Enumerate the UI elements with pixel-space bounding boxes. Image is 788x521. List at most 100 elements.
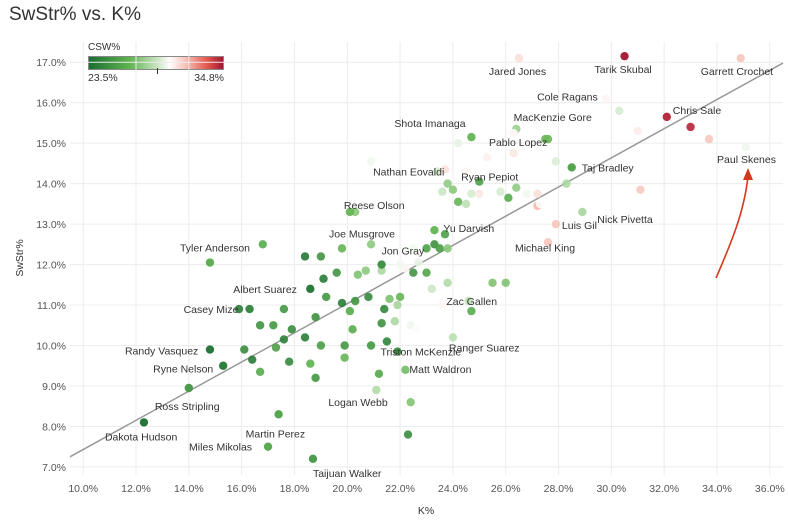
point-label: Tarik Skubal bbox=[595, 64, 652, 76]
point-label: Triston McKenzie bbox=[380, 347, 461, 359]
scatter-point-labeled bbox=[245, 304, 254, 314]
scatter-point bbox=[409, 244, 418, 253]
scatter-point bbox=[284, 357, 294, 366]
color-legend: CSW% 23.5% 34.8% bbox=[88, 42, 224, 84]
scatter-point bbox=[467, 306, 476, 316]
scatter-point-labeled bbox=[514, 53, 524, 63]
x-tick-label: 36.0% bbox=[755, 483, 785, 495]
scatter-point bbox=[443, 179, 452, 188]
scatter-point-labeled bbox=[306, 284, 315, 294]
scatter-point-labeled bbox=[509, 128, 518, 138]
scatter-point bbox=[453, 138, 463, 148]
scatter-point-labeled bbox=[543, 238, 553, 247]
scatter-point bbox=[240, 345, 249, 354]
scatter-point bbox=[300, 252, 310, 261]
scatter-point bbox=[385, 294, 394, 304]
point-label: Michael King bbox=[515, 242, 575, 254]
scatter-point bbox=[279, 304, 289, 314]
scatter-point bbox=[337, 244, 347, 253]
scatter-point-labeled bbox=[620, 51, 629, 61]
scatter-point bbox=[271, 343, 281, 352]
scatter-point bbox=[340, 341, 349, 350]
scatter-point-labeled bbox=[601, 94, 611, 103]
scatter-point bbox=[345, 306, 355, 316]
point-label: Tyler Anderson bbox=[180, 243, 250, 255]
scatter-point bbox=[443, 244, 452, 253]
legend-title: CSW% bbox=[88, 42, 121, 53]
scatter-point bbox=[306, 359, 315, 368]
scatter-point bbox=[287, 325, 297, 334]
y-tick-label: 7.0% bbox=[42, 462, 66, 474]
x-tick-label: 16.0% bbox=[227, 483, 257, 495]
scatter-point bbox=[704, 134, 714, 144]
scatter-point bbox=[316, 252, 326, 261]
point-label: Cole Ragans bbox=[537, 92, 598, 104]
scatter-point-labeled bbox=[736, 53, 745, 63]
x-tick-label: 32.0% bbox=[649, 483, 679, 495]
scatter-point bbox=[461, 199, 471, 209]
y-tick-label: 13.0% bbox=[36, 219, 66, 231]
scatter-point bbox=[353, 270, 363, 279]
point-label: Albert Suarez bbox=[233, 284, 297, 296]
scatter-point bbox=[475, 177, 484, 186]
scatter-point-labeled bbox=[430, 225, 439, 235]
scatter-point bbox=[509, 149, 518, 158]
scatter-point-labeled bbox=[366, 240, 376, 249]
scatter-point-labeled bbox=[543, 134, 553, 144]
scatter-point bbox=[279, 335, 289, 344]
scatter-point bbox=[337, 298, 347, 308]
scatter-point bbox=[364, 292, 373, 302]
scatter-point bbox=[512, 183, 521, 192]
scatter-point bbox=[234, 304, 244, 314]
scatter-point bbox=[319, 274, 328, 283]
scatter-point bbox=[636, 185, 645, 194]
point-label: Nick Pivetta bbox=[597, 214, 653, 226]
scatter-point bbox=[332, 268, 341, 277]
scatter-point bbox=[377, 266, 386, 275]
scatter-point-labeled bbox=[438, 300, 447, 310]
scatter-point bbox=[467, 189, 476, 198]
point-label: Reese Olson bbox=[344, 200, 405, 212]
scatter-point-labeled bbox=[578, 207, 587, 217]
scatter-point bbox=[533, 189, 542, 198]
scatter-point bbox=[382, 337, 392, 346]
scatter-point-labeled bbox=[263, 442, 273, 451]
scatter-point bbox=[393, 300, 402, 310]
legend-min-label: 23.5% bbox=[88, 72, 118, 84]
scatter-point-labeled bbox=[467, 132, 476, 142]
scatter-point bbox=[483, 153, 492, 162]
scatter-point bbox=[438, 187, 447, 196]
scatter-point bbox=[311, 312, 320, 322]
x-tick-label: 18.0% bbox=[280, 483, 310, 495]
scatter-point bbox=[409, 268, 418, 277]
point-label: Casey Mize bbox=[184, 304, 239, 316]
y-axis-title: SwStr% bbox=[14, 239, 26, 276]
x-tick-label: 10.0% bbox=[68, 483, 98, 495]
scatter-point bbox=[255, 321, 265, 330]
point-label: Garrett Crochet bbox=[701, 66, 773, 78]
x-tick-label: 28.0% bbox=[544, 483, 574, 495]
scatter-point bbox=[501, 278, 510, 287]
scatter-point bbox=[475, 189, 484, 198]
point-label: Dakota Hudson bbox=[105, 431, 178, 443]
scatter-point bbox=[380, 304, 389, 314]
scatter-point-labeled bbox=[741, 143, 751, 152]
scatter-point bbox=[248, 355, 257, 364]
scatter-point-labeled bbox=[139, 418, 149, 427]
scatter-point bbox=[390, 317, 400, 326]
scatter-point bbox=[300, 333, 310, 342]
scatter-point-labeled bbox=[662, 112, 672, 122]
x-tick-label: 30.0% bbox=[596, 483, 626, 495]
point-label: Yu Darvish bbox=[443, 223, 494, 235]
y-tick-label: 12.0% bbox=[36, 260, 66, 272]
scatter-point bbox=[453, 197, 463, 207]
point-label: Jon Gray bbox=[382, 246, 425, 258]
point-label: Ross Stripling bbox=[155, 401, 220, 413]
point-label: Shota Imanaga bbox=[394, 118, 465, 130]
scatter-point bbox=[522, 189, 532, 198]
scatter-point-labeled bbox=[274, 410, 283, 419]
point-label: Joe Musgrove bbox=[329, 228, 395, 240]
y-tick-label: 16.0% bbox=[36, 98, 66, 110]
scatter-point bbox=[496, 187, 505, 196]
y-tick-label: 17.0% bbox=[36, 57, 66, 69]
